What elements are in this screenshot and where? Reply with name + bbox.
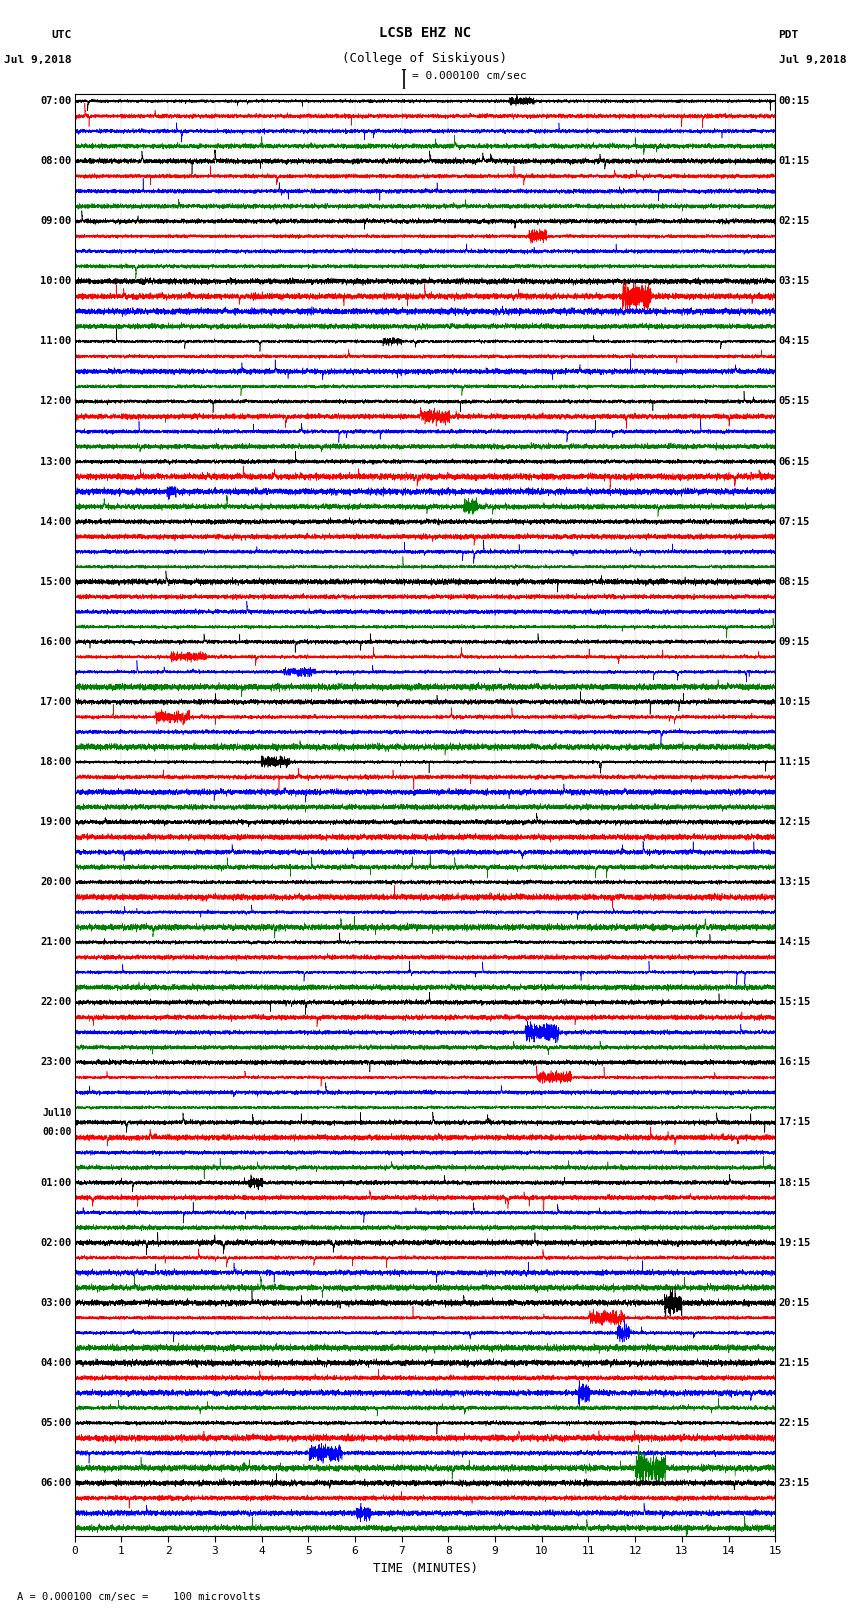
Text: 04:00: 04:00 — [40, 1358, 71, 1368]
Text: 12:15: 12:15 — [779, 818, 810, 827]
Text: 07:00: 07:00 — [40, 97, 71, 106]
Text: 16:15: 16:15 — [779, 1058, 810, 1068]
Text: 06:00: 06:00 — [40, 1478, 71, 1489]
Text: 17:00: 17:00 — [40, 697, 71, 706]
Text: 13:00: 13:00 — [40, 456, 71, 466]
Text: A = 0.000100 cm/sec =    100 microvolts: A = 0.000100 cm/sec = 100 microvolts — [17, 1592, 261, 1602]
Text: 07:15: 07:15 — [779, 516, 810, 527]
Text: 20:00: 20:00 — [40, 877, 71, 887]
Text: 14:15: 14:15 — [779, 937, 810, 947]
Text: 00:15: 00:15 — [779, 97, 810, 106]
Text: 01:15: 01:15 — [779, 156, 810, 166]
X-axis label: TIME (MINUTES): TIME (MINUTES) — [372, 1561, 478, 1574]
Text: 10:00: 10:00 — [40, 276, 71, 287]
Text: 13:15: 13:15 — [779, 877, 810, 887]
Text: 08:15: 08:15 — [779, 577, 810, 587]
Text: 12:00: 12:00 — [40, 397, 71, 406]
Text: 03:00: 03:00 — [40, 1298, 71, 1308]
Text: 15:15: 15:15 — [779, 997, 810, 1008]
Text: 14:00: 14:00 — [40, 516, 71, 527]
Text: 08:00: 08:00 — [40, 156, 71, 166]
Text: 18:00: 18:00 — [40, 756, 71, 768]
Text: 15:00: 15:00 — [40, 577, 71, 587]
Text: 23:00: 23:00 — [40, 1058, 71, 1068]
Text: 05:00: 05:00 — [40, 1418, 71, 1428]
Text: 11:00: 11:00 — [40, 337, 71, 347]
Text: 04:15: 04:15 — [779, 337, 810, 347]
Text: 21:00: 21:00 — [40, 937, 71, 947]
Text: 22:15: 22:15 — [779, 1418, 810, 1428]
Text: 09:00: 09:00 — [40, 216, 71, 226]
Text: 03:15: 03:15 — [779, 276, 810, 287]
Text: 11:15: 11:15 — [779, 756, 810, 768]
Text: Jul 9,2018: Jul 9,2018 — [4, 55, 71, 65]
Text: 06:15: 06:15 — [779, 456, 810, 466]
Text: Jul10: Jul10 — [42, 1108, 71, 1118]
Text: Jul 9,2018: Jul 9,2018 — [779, 55, 846, 65]
Text: 16:00: 16:00 — [40, 637, 71, 647]
Text: (College of Siskiyous): (College of Siskiyous) — [343, 52, 507, 65]
Text: UTC: UTC — [51, 31, 71, 40]
Text: 17:15: 17:15 — [779, 1118, 810, 1127]
Text: 02:15: 02:15 — [779, 216, 810, 226]
Text: 21:15: 21:15 — [779, 1358, 810, 1368]
Text: 19:15: 19:15 — [779, 1237, 810, 1248]
Text: 20:15: 20:15 — [779, 1298, 810, 1308]
Text: 22:00: 22:00 — [40, 997, 71, 1008]
Text: 09:15: 09:15 — [779, 637, 810, 647]
Text: LCSB EHZ NC: LCSB EHZ NC — [379, 26, 471, 40]
Text: 05:15: 05:15 — [779, 397, 810, 406]
Text: 23:15: 23:15 — [779, 1478, 810, 1489]
Text: 00:00: 00:00 — [42, 1127, 71, 1137]
Text: 01:00: 01:00 — [40, 1177, 71, 1187]
Text: PDT: PDT — [779, 31, 799, 40]
Text: 19:00: 19:00 — [40, 818, 71, 827]
Text: 02:00: 02:00 — [40, 1237, 71, 1248]
Text: 18:15: 18:15 — [779, 1177, 810, 1187]
Text: 10:15: 10:15 — [779, 697, 810, 706]
Text: = 0.000100 cm/sec: = 0.000100 cm/sec — [412, 71, 527, 81]
